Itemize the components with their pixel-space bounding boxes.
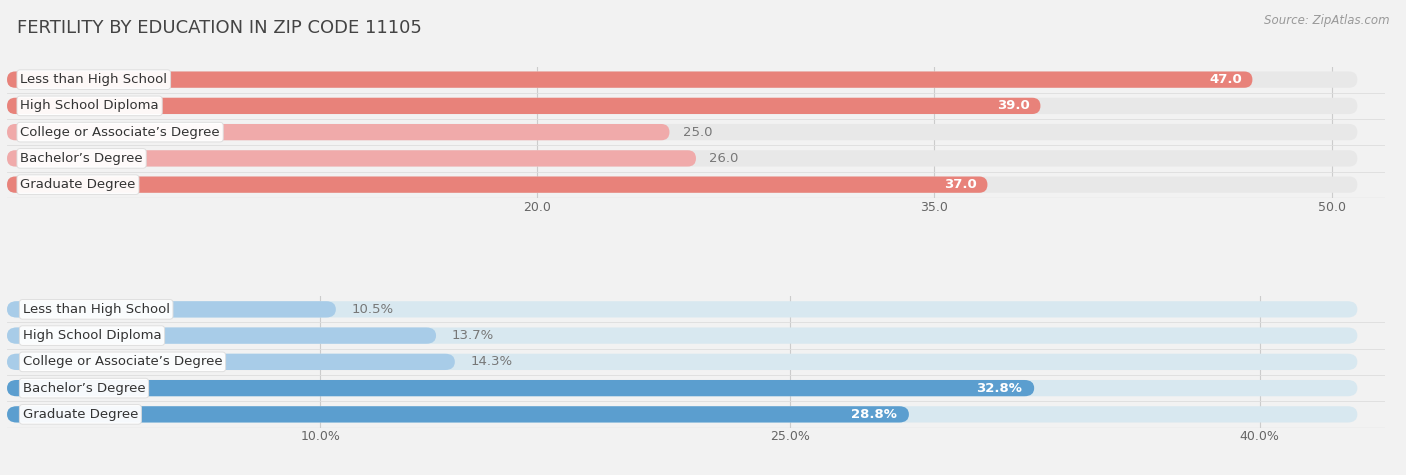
Text: 32.8%: 32.8% [976, 381, 1022, 395]
FancyBboxPatch shape [7, 177, 1357, 193]
FancyBboxPatch shape [7, 98, 1040, 114]
Text: Bachelor’s Degree: Bachelor’s Degree [22, 381, 145, 395]
Text: 26.0: 26.0 [709, 152, 738, 165]
Text: 37.0: 37.0 [943, 178, 977, 191]
Text: Graduate Degree: Graduate Degree [22, 408, 138, 421]
FancyBboxPatch shape [7, 98, 1357, 114]
FancyBboxPatch shape [7, 406, 908, 422]
FancyBboxPatch shape [7, 406, 1357, 422]
FancyBboxPatch shape [7, 177, 987, 193]
FancyBboxPatch shape [7, 380, 1357, 396]
Text: FERTILITY BY EDUCATION IN ZIP CODE 11105: FERTILITY BY EDUCATION IN ZIP CODE 11105 [17, 19, 422, 37]
FancyBboxPatch shape [7, 301, 1357, 317]
FancyBboxPatch shape [7, 380, 1035, 396]
Text: 13.7%: 13.7% [451, 329, 494, 342]
Text: 25.0: 25.0 [683, 125, 713, 139]
Text: College or Associate’s Degree: College or Associate’s Degree [20, 125, 219, 139]
Text: High School Diploma: High School Diploma [20, 99, 159, 113]
FancyBboxPatch shape [7, 327, 1357, 344]
Text: 14.3%: 14.3% [471, 355, 513, 369]
Text: High School Diploma: High School Diploma [22, 329, 162, 342]
FancyBboxPatch shape [7, 301, 336, 317]
Text: Bachelor’s Degree: Bachelor’s Degree [20, 152, 143, 165]
FancyBboxPatch shape [7, 354, 456, 370]
FancyBboxPatch shape [7, 150, 696, 167]
Text: Graduate Degree: Graduate Degree [20, 178, 135, 191]
Text: Source: ZipAtlas.com: Source: ZipAtlas.com [1264, 14, 1389, 27]
Text: 47.0: 47.0 [1209, 73, 1241, 86]
Text: Less than High School: Less than High School [20, 73, 167, 86]
FancyBboxPatch shape [7, 72, 1253, 88]
FancyBboxPatch shape [7, 72, 1357, 88]
FancyBboxPatch shape [7, 124, 669, 140]
Text: 10.5%: 10.5% [352, 303, 394, 316]
FancyBboxPatch shape [7, 124, 1357, 140]
Text: 28.8%: 28.8% [851, 408, 897, 421]
FancyBboxPatch shape [7, 354, 1357, 370]
FancyBboxPatch shape [7, 327, 436, 344]
Text: College or Associate’s Degree: College or Associate’s Degree [22, 355, 222, 369]
FancyBboxPatch shape [7, 150, 1357, 167]
Text: Less than High School: Less than High School [22, 303, 170, 316]
Text: 39.0: 39.0 [997, 99, 1029, 113]
